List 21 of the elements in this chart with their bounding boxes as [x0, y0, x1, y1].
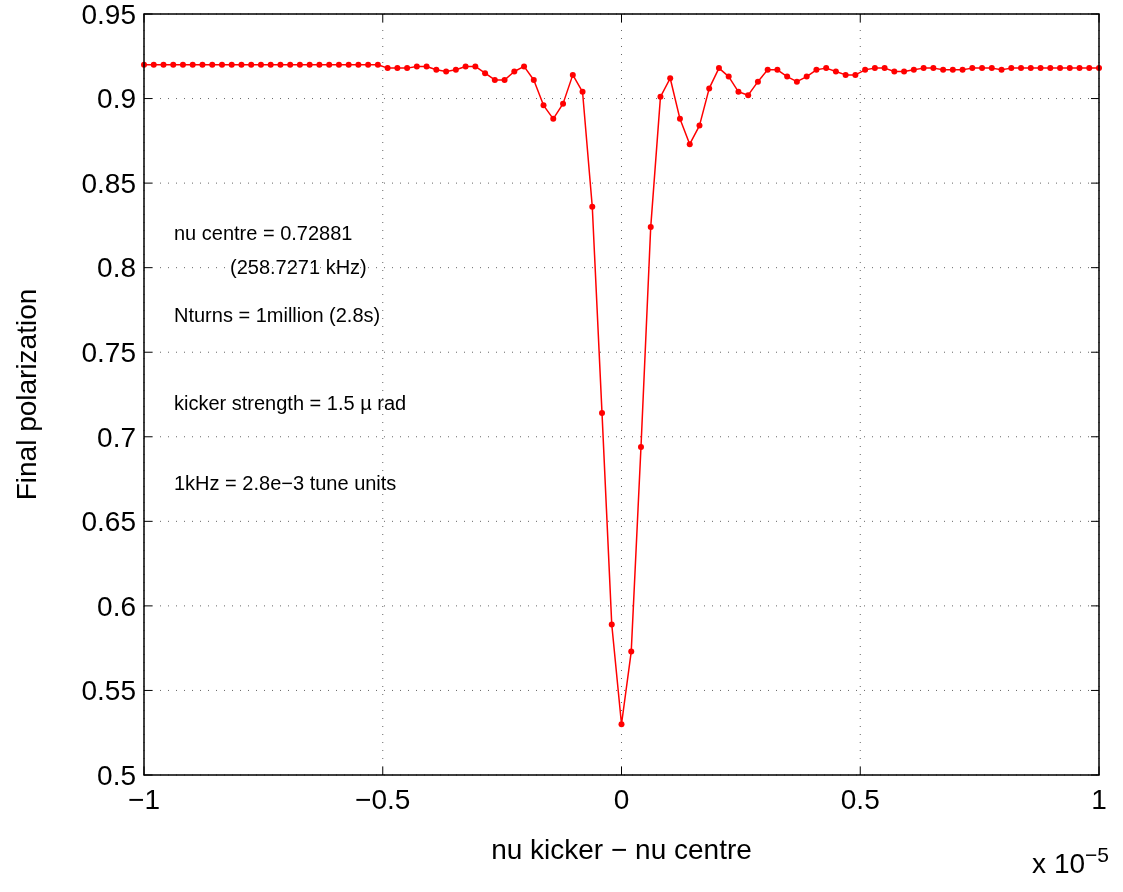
x-tick-label: 1 [1091, 784, 1107, 815]
text: x 10$^{−5}$ [1032, 842, 1109, 879]
y-tick-label: 0.8 [97, 252, 136, 284]
x-tick-label: 0 [613, 784, 630, 815]
y-tick-label: 0.75 [81, 337, 136, 369]
annotation: 1kHz = 2.8e−3 tune units [174, 472, 397, 494]
y-tick-label: 0.65 [81, 506, 136, 538]
x-tick-label: 0.5 [840, 784, 880, 815]
y-tick-label: 0.95 [81, 0, 136, 30]
annotation: Nturns = 1million (2.8s) [174, 304, 381, 326]
y-tick-label: 0.6 [97, 590, 136, 622]
y-tick-label: 0.9 [97, 83, 136, 115]
annotation: kicker strength = 1.5 µ rad [174, 392, 407, 414]
x-tick-label: −0.5 [355, 784, 411, 815]
x-axis-title: nu kicker − nu centre [491, 834, 752, 865]
y-tick-label: 0.55 [81, 675, 136, 707]
y-tick-label: 0.85 [81, 167, 136, 199]
y-axis-title: Final polarization [11, 288, 42, 501]
y-tick-label: 0.7 [97, 421, 136, 453]
annotation: nu centre = 0.72881 [174, 222, 353, 244]
annotation: (258.7271 kHz) [230, 256, 367, 278]
